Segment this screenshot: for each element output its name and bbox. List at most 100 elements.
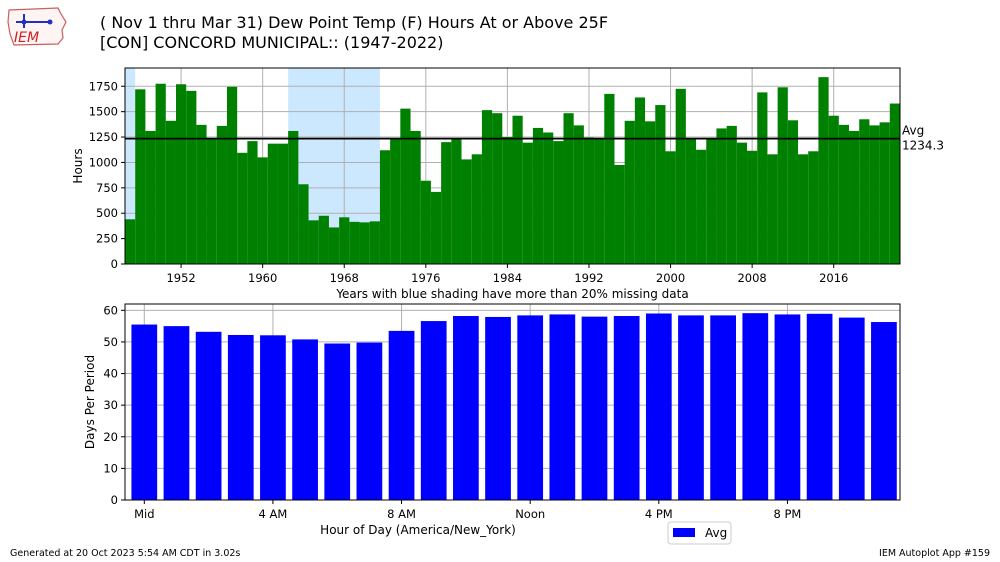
hours-bar-1947: [125, 219, 136, 264]
hours-bar-1981: [471, 154, 482, 264]
hours-bar-1973: [390, 138, 401, 264]
generated-timestamp: Generated at 20 Oct 2023 5:54 AM CDT in …: [10, 548, 241, 559]
hours-bar-1963: [288, 130, 299, 264]
top-ytick-label: 750: [96, 181, 118, 195]
hours-bar-1968: [339, 217, 350, 264]
average-label: Avg: [902, 124, 924, 138]
hours-bar-1957: [226, 86, 238, 264]
days-bar-hour-15: [613, 316, 640, 500]
hours-bar-1977: [430, 191, 442, 264]
days-bar-hour-4: [260, 335, 286, 500]
hours-bar-2013: [798, 154, 809, 264]
top-ytick-label: 1000: [89, 155, 118, 169]
days-bar-hour-13: [549, 314, 576, 500]
top-ytick-label: 1500: [89, 105, 118, 119]
hours-bar-2014: [808, 151, 819, 264]
hours-bar-1976: [420, 180, 431, 264]
top-xtick-label: 1976: [411, 271, 440, 285]
hours-bar-2018: [849, 130, 860, 264]
hours-bar-1986: [522, 142, 533, 264]
top-ytick-label: 1750: [89, 79, 118, 93]
hours-bar-1994: [604, 93, 615, 265]
top-xtick-label: 1960: [248, 271, 277, 285]
hours-bar-1978: [441, 142, 452, 264]
hours-bar-1988: [543, 132, 554, 264]
hours-bar-1979: [451, 138, 462, 264]
days-bar-hour-12: [517, 315, 544, 500]
days-bar-hour-23: [871, 322, 897, 500]
hours-bar-1997: [634, 97, 646, 264]
hours-bar-2004: [706, 138, 717, 264]
hours-bar-1969: [349, 221, 360, 264]
days-bar-hour-16: [645, 313, 672, 500]
hours-bar-1956: [216, 125, 227, 264]
hours-bar-2007: [736, 142, 748, 264]
hours-bar-1987: [532, 127, 544, 264]
days-bar-hour-11: [485, 316, 511, 500]
top-plot-frame: [124, 67, 901, 265]
chart-title-line1: ( Nov 1 thru Mar 31) Dew Point Temp (F) …: [100, 13, 609, 32]
bottom-plot-frame: [124, 303, 901, 501]
iem-logo: IEM: [6, 4, 68, 50]
hours-bar-1983: [492, 113, 503, 264]
hours-bar-1959: [247, 141, 258, 264]
bottom-ytick-label: 0: [111, 493, 118, 507]
bottom-ytick-label: 40: [103, 367, 118, 381]
hours-bar-1975: [410, 130, 421, 264]
hours-bar-2008: [747, 150, 758, 264]
top-xtick-label: 2008: [737, 271, 766, 285]
days-bar-hour-8: [388, 330, 415, 500]
hours-bar-2009: [757, 92, 768, 265]
hours-bar-1980: [461, 159, 472, 264]
days-bar-hour-9: [420, 321, 447, 500]
average-value-label: 1234.3: [902, 139, 944, 153]
hours-bar-1949: [145, 130, 156, 264]
days-bar-hour-10: [453, 316, 479, 500]
hours-bar-1992: [583, 137, 595, 264]
hours-bar-2019: [859, 119, 870, 264]
bottom-ytick-label: 60: [103, 303, 118, 317]
hours-bar-2017: [838, 124, 850, 264]
bottom-xlabel: Hour of Day (America/New_York): [320, 523, 516, 537]
autoplot-app-id: IEM Autoplot App #159: [879, 548, 990, 559]
hours-bar-2020: [869, 125, 880, 264]
missing-data-shade: [125, 68, 136, 264]
hours-bar-1954: [196, 124, 207, 264]
bottom-xtick-label: 8 PM: [774, 507, 802, 521]
bottom-ytick-label: 10: [103, 461, 118, 475]
hours-bar-1965: [308, 220, 319, 264]
days-bar-hour-7: [356, 342, 383, 500]
legend-label: Avg: [705, 526, 727, 540]
days-bar-hour-22: [838, 317, 865, 500]
iowa-map-icon: IEM: [7, 7, 67, 46]
hours-bar-2021: [879, 122, 890, 264]
days-bar-hour-1: [163, 326, 190, 500]
hours-bar-2003: [696, 149, 707, 264]
bottom-xtick-label: 4 AM: [259, 507, 288, 521]
bottom-ytick-label: 50: [103, 335, 118, 349]
hours-bar-2010: [767, 154, 778, 264]
hours-bar-1985: [512, 115, 523, 265]
hours-bar-1982: [481, 110, 493, 264]
bottom-ytick-label: 20: [103, 430, 118, 444]
hours-bar-1972: [379, 150, 391, 264]
top-xtick-label: 1952: [166, 271, 195, 285]
hours-bar-1958: [237, 152, 248, 264]
top-ytick-label: 0: [111, 257, 118, 271]
bottom-xtick-label: Mid: [134, 507, 154, 521]
top-ylabel: Hours: [71, 148, 85, 183]
bottom-ytick-label: 30: [103, 398, 118, 412]
hours-bar-2016: [828, 115, 839, 265]
hours-bar-1993: [594, 138, 605, 264]
top-xtick-label: 2016: [819, 271, 848, 285]
hours-bar-1990: [563, 113, 574, 264]
days-bar-hour-21: [806, 313, 833, 500]
top-xtick-label: 2000: [656, 271, 685, 285]
hours-bar-2012: [787, 120, 799, 264]
hours-bar-1955: [206, 139, 217, 264]
hours-bar-1962: [277, 143, 289, 264]
hours-bar-1995: [614, 164, 625, 264]
days-bar-hour-18: [710, 315, 736, 500]
hours-bar-2022: [889, 103, 900, 265]
